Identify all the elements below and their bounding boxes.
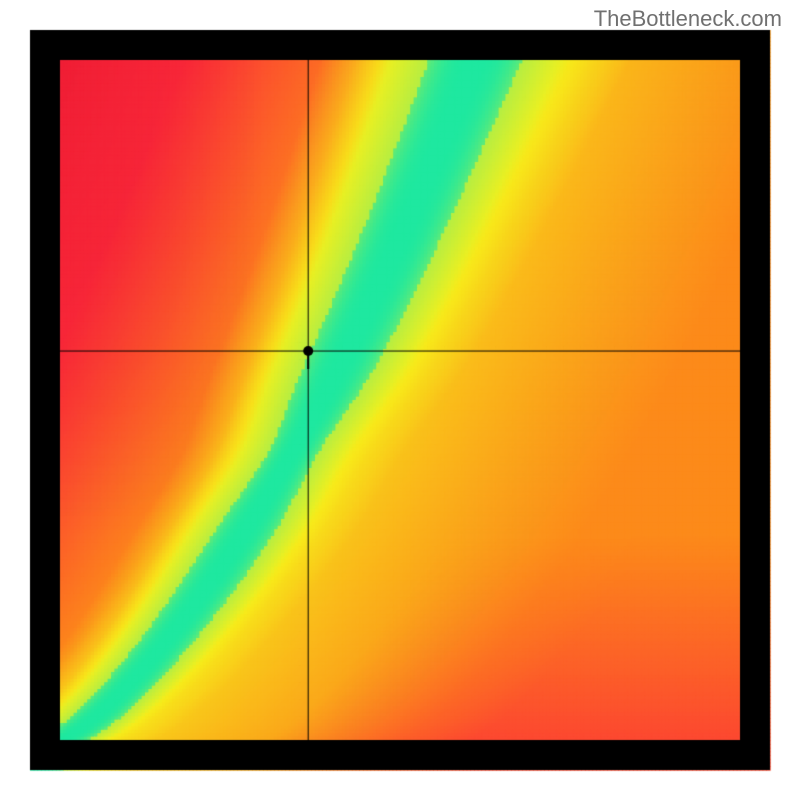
watermark-text: TheBottleneck.com [594, 6, 782, 32]
chart-container: TheBottleneck.com [0, 0, 800, 800]
heatmap-canvas [0, 0, 800, 800]
